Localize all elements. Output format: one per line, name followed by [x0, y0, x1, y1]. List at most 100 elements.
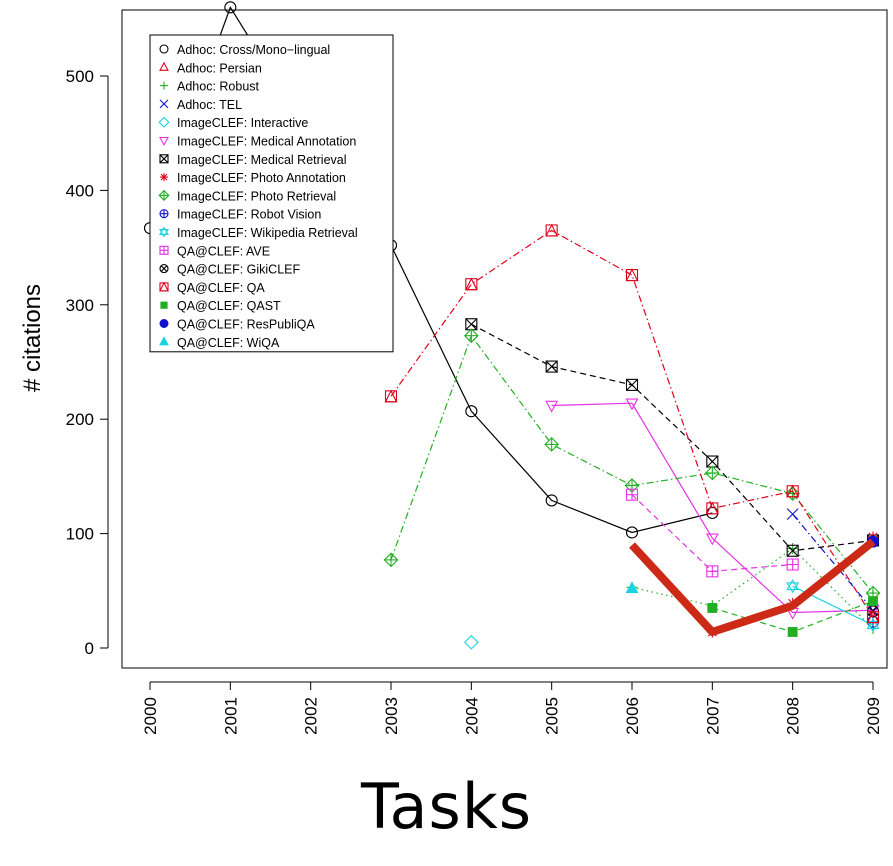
- legend-label-12: QA@CLEF: GikiCLEF: [177, 263, 300, 277]
- legend-marker-13: [159, 281, 169, 292]
- series-13-point-3: [625, 268, 639, 282]
- series-10-point-1: [866, 617, 880, 633]
- series-line-3: [792, 513, 874, 611]
- legend-label-2: Adhoc: Robust: [177, 80, 260, 94]
- legend-marker-4: [158, 116, 170, 128]
- y-tick-label-200: 200: [66, 410, 94, 429]
- series-14-point-2: [868, 596, 878, 607]
- y-tick-label-100: 100: [66, 525, 94, 544]
- legend-marker-15: [159, 319, 169, 328]
- legend-label-5: ImageCLEF: Medical Annotation: [177, 135, 356, 149]
- series-11-point-0: [625, 488, 639, 501]
- series-6-point-0: [465, 318, 478, 331]
- legend-label-7: ImageCLEF: Photo Annotation: [177, 171, 346, 185]
- legend-marker-8: [158, 189, 170, 201]
- series-5-point-1: [625, 398, 639, 411]
- series-13-point-6: [866, 610, 880, 624]
- legend-label-11: QA@CLEF: AVE: [177, 244, 270, 258]
- series-14: [707, 596, 878, 637]
- series-4: [463, 634, 479, 650]
- series-13-point-5: [786, 484, 800, 498]
- highlight-line-0: [629, 538, 876, 636]
- x-tick-label-2008: 2008: [784, 697, 803, 735]
- x-tick-label-2001: 2001: [221, 697, 240, 735]
- series-16-point-0: [625, 581, 639, 594]
- legend-marker-1: [159, 61, 169, 71]
- series-5-point-2: [705, 533, 719, 546]
- x-tick-label-2007: 2007: [703, 697, 722, 735]
- x-tick-label-2002: 2002: [302, 697, 321, 735]
- series-16: [625, 581, 639, 594]
- x-tick-label-2005: 2005: [543, 697, 562, 735]
- series-11-point-1: [706, 565, 719, 578]
- series-line-8: [390, 334, 874, 594]
- series-13: [384, 223, 880, 624]
- series-6-point-4: [786, 544, 799, 557]
- series-10-point-0: [786, 579, 800, 594]
- x-tick-label-2006: 2006: [623, 697, 642, 735]
- series-6-point-1: [545, 360, 558, 373]
- legend-marker-16: [159, 336, 169, 346]
- series-line-6: [471, 323, 874, 552]
- series-6-point-3: [706, 455, 719, 468]
- series-0-point-1: [224, 1, 237, 14]
- series-4-point-0: [463, 634, 479, 650]
- legend-marker-12: [159, 264, 169, 274]
- legend-marker-11: [159, 245, 169, 255]
- legend-label-14: QA@CLEF: QAST: [177, 299, 281, 313]
- legend-marker-2: [160, 81, 168, 90]
- x-tick-label-2009: 2009: [864, 697, 883, 735]
- series-5: [545, 398, 880, 620]
- series-line-0: [149, 5, 713, 534]
- series-11: [625, 488, 799, 578]
- legend: Adhoc: Cross/Mono−lingual Adhoc: Persian A…: [149, 34, 394, 353]
- legend-marker-6: [159, 154, 169, 164]
- series-line-5: [551, 402, 874, 614]
- series-line-11: [631, 494, 793, 572]
- x-tick-label-2004: 2004: [462, 697, 481, 735]
- series-8: [383, 328, 881, 601]
- y-tick-label-0: 0: [85, 639, 94, 658]
- series-6-point-2: [625, 378, 639, 391]
- series-13-point-0: [384, 389, 398, 403]
- y-tick-label-300: 300: [66, 296, 94, 315]
- legend-label-0: Adhoc: Cross/Mono−lingual: [177, 43, 330, 57]
- series-0-point-5: [545, 494, 558, 507]
- legend-label-4: ImageCLEF: Interactive: [177, 116, 308, 130]
- series-line-2: [631, 547, 874, 629]
- legend-label-6: ImageCLEF: Medical Retrieval: [177, 153, 347, 167]
- legend-label-13: QA@CLEF: QA: [177, 281, 265, 295]
- legend-label-10: ImageCLEF: Wikipedia Retrieval: [177, 226, 358, 240]
- legend-label-15: QA@CLEF: ResPubliQA: [177, 318, 315, 332]
- x-tick-label-2000: 2000: [141, 697, 160, 735]
- series-11-point-2: [786, 558, 799, 571]
- legend-marker-3: [159, 99, 169, 109]
- series-3-point-0: [786, 508, 799, 521]
- series-14-point-1: [787, 627, 798, 637]
- series-13-point-2: [545, 223, 559, 237]
- legend-marker-5: [159, 136, 169, 147]
- x-axis-label: Tasks: [360, 770, 533, 843]
- series-0-point-6: [625, 526, 639, 539]
- legend-marker-9: [159, 209, 169, 219]
- series-13-point-4: [705, 501, 719, 515]
- legend-marker-14: [160, 301, 168, 309]
- series-line-13: [390, 229, 874, 618]
- y-tick-label-400: 400: [66, 181, 94, 200]
- series-8-point-1: [463, 328, 479, 344]
- legend-label-3: Adhoc: TEL: [177, 98, 242, 112]
- legend-label-1: Adhoc: Persian: [177, 61, 262, 75]
- plot-frame: [121, 9, 888, 669]
- series-8-point-2: [544, 436, 560, 452]
- series-6: [465, 318, 880, 557]
- legend-marker-10: [159, 226, 169, 238]
- series-10: [786, 579, 880, 633]
- x-tick-label-2003: 2003: [382, 697, 401, 735]
- legend-label-9: ImageCLEF: Robot Vision: [177, 208, 321, 222]
- legend-marker-0: [159, 44, 169, 54]
- series-14-point-0: [707, 603, 718, 613]
- legend-marker-7: [160, 173, 168, 182]
- series-8-point-4: [704, 465, 720, 481]
- series-13-point-1: [464, 277, 478, 291]
- y-axis-label: # citations: [19, 284, 46, 392]
